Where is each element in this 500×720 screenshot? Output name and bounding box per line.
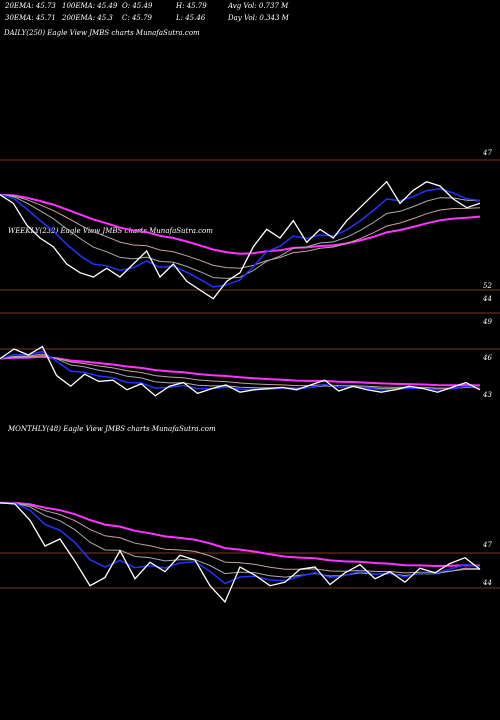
daily-ema-fast-line: [0, 188, 481, 288]
monthly-ema-slow-line: [0, 501, 481, 568]
weekly-ema-slow-line: [0, 355, 481, 387]
ema200-readout: 200EMA: 45.3: [62, 14, 113, 22]
weekly-tick-43: 43: [483, 391, 492, 399]
weekly-tick-52: 52: [483, 282, 492, 290]
open-readout: O: 45.49: [122, 2, 153, 10]
low-readout: L: 45.46: [176, 14, 206, 22]
weekly-panel-title: WEEKLY(232) Eagle View JMBS charts Munaf…: [8, 227, 213, 235]
daily-tick-44: 44: [483, 295, 492, 303]
close-readout: C: 45.79: [122, 14, 152, 22]
monthly-ema-mid-line: [0, 502, 480, 574]
ema20-readout: 20EMA: 45.73: [5, 2, 56, 10]
ema30-readout: 30EMA: 45.71: [5, 14, 56, 22]
high-readout: H: 45.79: [176, 2, 207, 10]
daily-panel-title: DAILY(250) Eagle View JMBS charts Munafa…: [4, 29, 200, 37]
weekly-price-line: [0, 345, 481, 397]
monthly-tick-44: 44: [483, 579, 492, 587]
monthly-price-line: [0, 502, 481, 604]
monthly-ema-fast-line: [0, 502, 481, 585]
monthly-tick-47: 47: [483, 541, 492, 549]
daily-tick-47: 47: [483, 149, 492, 157]
avg-volume-readout: Avg Vol: 0.737 M: [228, 2, 289, 10]
daily-ema-mid-line: [0, 194, 481, 269]
weekly-tick-49: 49: [483, 318, 492, 326]
daily-ema-slow-line: [0, 193, 481, 255]
ema100-readout: 100EMA: 45.49: [62, 2, 118, 10]
daily-ema-mid2-line: [0, 194, 481, 279]
daily-price-line: [0, 180, 481, 300]
day-volume-readout: Day Vol: 0.343 M: [228, 14, 289, 22]
weekly-tick-46: 46: [483, 354, 492, 362]
weekly-ema-mid-line: [0, 355, 481, 389]
monthly-panel-title: MONTHLY(48) Eagle View JMBS charts Munaf…: [8, 425, 216, 433]
